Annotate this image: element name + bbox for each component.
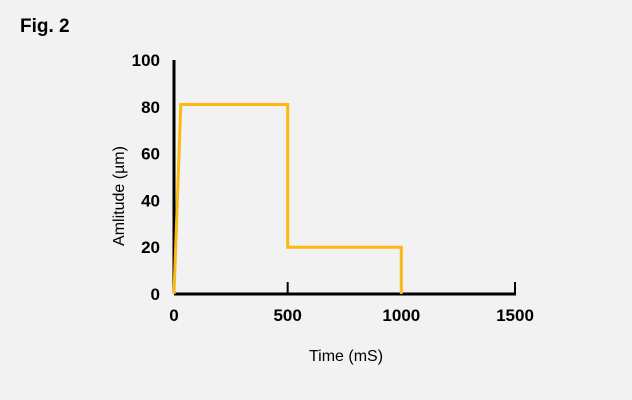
y-tick-label-100: 100 xyxy=(132,51,160,70)
y-tick-label-0: 0 xyxy=(151,285,160,304)
y-tick-label-60: 60 xyxy=(141,145,160,164)
x-tick-label-1500: 1500 xyxy=(496,306,534,325)
series-layer xyxy=(172,103,403,295)
x-ticks: 0 500 1000 1500 xyxy=(169,282,534,325)
y-tick-labels: 0 20 40 60 80 100 xyxy=(132,51,160,304)
x-tick-label-1000: 1000 xyxy=(382,306,420,325)
figure-label: Fig. 2 xyxy=(20,16,70,37)
x-tick-label-500: 500 xyxy=(273,306,301,325)
y-tick-label-20: 20 xyxy=(141,238,160,257)
y-tick-label-40: 40 xyxy=(141,191,160,210)
y-axis-label: Amlitude (µm) xyxy=(111,146,128,246)
y-tick-label-80: 80 xyxy=(141,98,160,117)
x-axis-label: Time (mS) xyxy=(309,348,383,365)
x-tick-label-0: 0 xyxy=(169,306,178,325)
series-line-0 xyxy=(172,103,403,295)
